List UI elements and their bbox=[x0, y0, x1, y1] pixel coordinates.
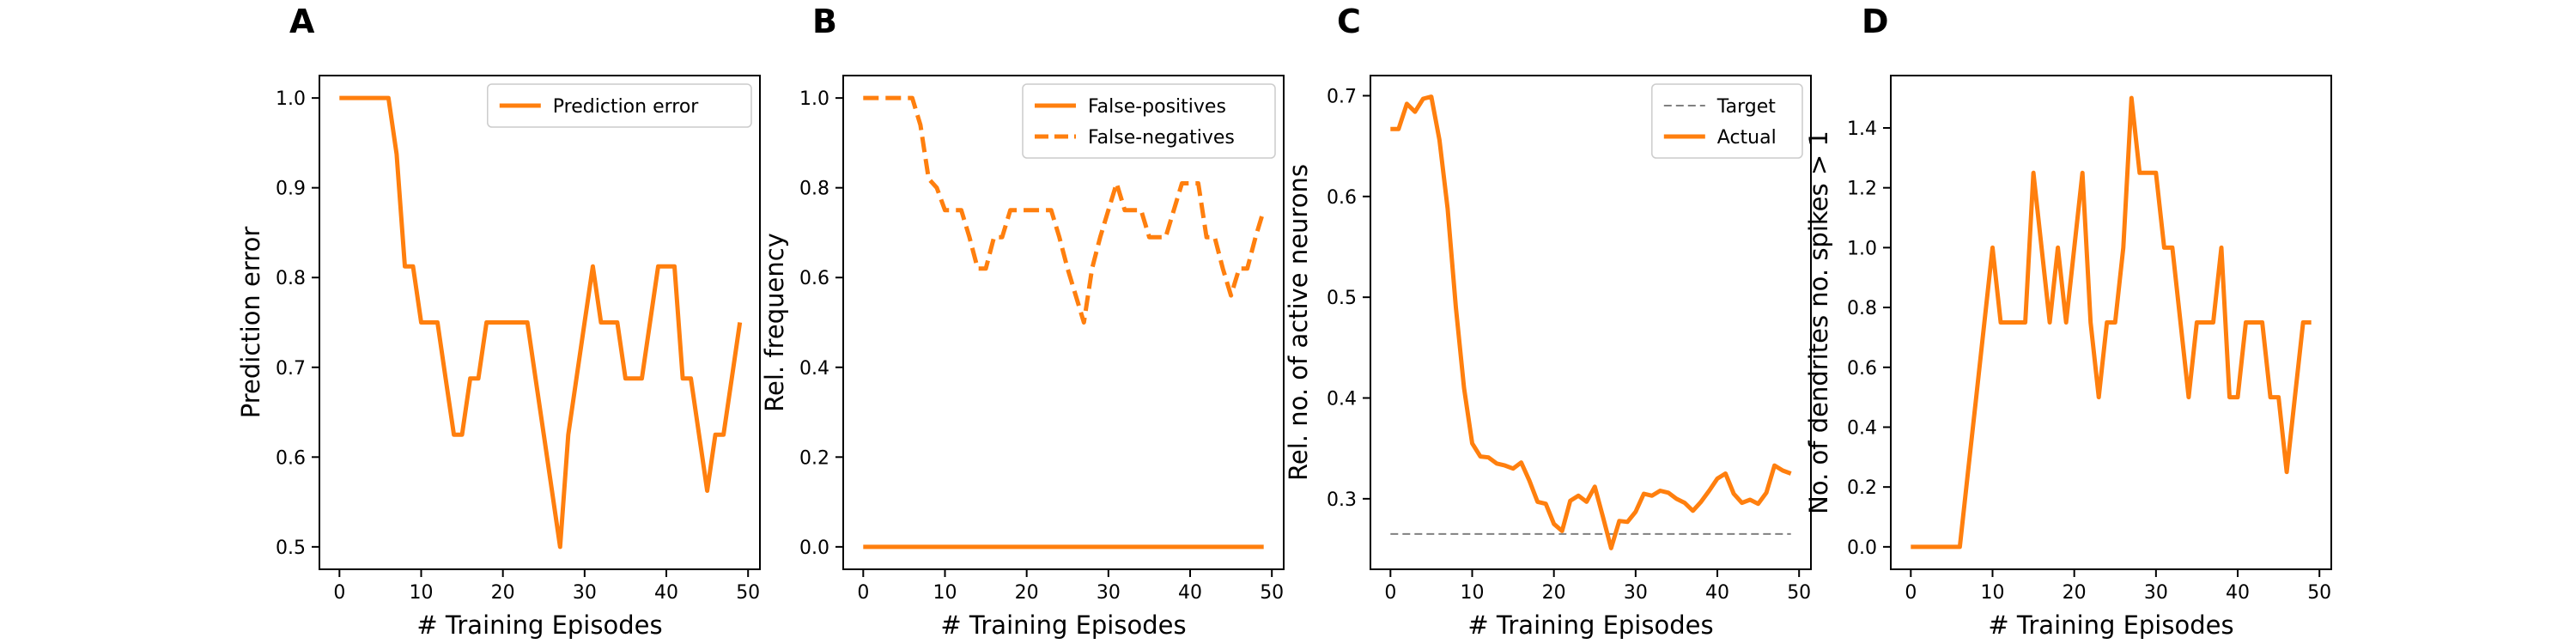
y-tick-label: 1.4 bbox=[1847, 118, 1877, 140]
y-tick-label: 0.2 bbox=[1847, 477, 1877, 499]
legend-box bbox=[1651, 83, 1803, 159]
x-tick-label: 0 bbox=[333, 582, 345, 604]
y-tick-label: 0.8 bbox=[1847, 298, 1877, 319]
series-line-false-negatives bbox=[863, 95, 1267, 325]
x-tick-label: 50 bbox=[736, 582, 760, 604]
panel-b: B 0 10 20 30 40 50 0.0 0.2 0.4 0.6 0.8 1.0 # Training… bbox=[760, 3, 1285, 640]
y-tick-label: 1.2 bbox=[1847, 179, 1877, 200]
series-line-actual bbox=[1390, 94, 1792, 550]
x-tick-label: 20 bbox=[1015, 582, 1039, 604]
x-tick-label: 50 bbox=[2307, 582, 2331, 604]
legend: False-positives False-negatives bbox=[1022, 83, 1276, 159]
x-tick-label: 30 bbox=[1097, 582, 1121, 604]
y-axis-label: No. of dendrites no. spikes > 1 bbox=[1804, 131, 1833, 514]
y-tick-label: 0.7 bbox=[276, 358, 306, 380]
y-axis-label: Rel. frequency bbox=[760, 233, 789, 412]
x-tick-label: 40 bbox=[1705, 582, 1729, 604]
y-tick-label: 0.3 bbox=[1327, 489, 1357, 511]
axes-frame bbox=[1890, 75, 2332, 570]
x-axis-label: # Training Episodes bbox=[416, 611, 662, 640]
y-tick-label: 0.4 bbox=[1847, 417, 1877, 439]
series-line-values bbox=[1911, 95, 2312, 550]
legend: Target Actual bbox=[1651, 83, 1803, 159]
y-tick-label: 1.0 bbox=[276, 88, 306, 110]
x-tick-label: 30 bbox=[1624, 582, 1648, 604]
x-tick-label: 20 bbox=[491, 582, 515, 604]
y-tick-label: 0.0 bbox=[1847, 538, 1877, 559]
x-tick-label: 30 bbox=[573, 582, 597, 604]
x-tick-label: 0 bbox=[1384, 582, 1396, 604]
y-tick-label: 1.0 bbox=[1847, 238, 1877, 259]
y-tick-label: 0.4 bbox=[799, 358, 829, 380]
y-tick-label: 0.6 bbox=[1847, 358, 1877, 380]
x-tick-label: 0 bbox=[857, 582, 869, 604]
y-axis-label: Rel. no. of active neurons bbox=[1284, 164, 1313, 481]
x-tick-label: 30 bbox=[2144, 582, 2168, 604]
x-tick-label: 40 bbox=[654, 582, 678, 604]
y-tick-label: 0.7 bbox=[1327, 86, 1357, 107]
x-axis-label: # Training Episodes bbox=[1988, 611, 2233, 640]
legend-label: Actual bbox=[1717, 127, 1777, 149]
y-tick-label: 0.6 bbox=[276, 447, 306, 469]
y-axis-label: Prediction error bbox=[236, 227, 265, 419]
x-tick-label: 10 bbox=[409, 582, 433, 604]
y-tick-label: 0.6 bbox=[799, 268, 829, 289]
x-tick-label: 40 bbox=[1178, 582, 1202, 604]
axes-frame bbox=[842, 75, 1285, 570]
panel-c: C 0 10 20 30 40 50 0.3 0.4 0.5 0.6 0.7 # Training Ep… bbox=[1284, 3, 1812, 640]
legend-label: Prediction error bbox=[553, 96, 699, 118]
legend-label: Target bbox=[1716, 96, 1776, 118]
panel-letter: B bbox=[812, 3, 837, 40]
y-tick-label: 0.5 bbox=[276, 538, 306, 559]
x-tick-label: 0 bbox=[1905, 582, 1917, 604]
x-tick-label: 10 bbox=[1460, 582, 1484, 604]
panel-d: D 0 10 20 30 40 50 0.0 0.2 0.4 0.6 0.8 1.0 1.2 1.4 # Tr… bbox=[1804, 3, 2332, 640]
x-tick-label: 20 bbox=[1542, 582, 1566, 604]
axes-frame bbox=[319, 75, 761, 570]
y-tick-label: 0.4 bbox=[1327, 389, 1357, 410]
y-tick-label: 0.0 bbox=[799, 538, 829, 559]
legend-box bbox=[487, 83, 752, 128]
axes-frame bbox=[1370, 75, 1812, 570]
x-tick-label: 40 bbox=[2226, 582, 2250, 604]
panel-letter: C bbox=[1337, 3, 1361, 40]
panel-letter: D bbox=[1862, 3, 1889, 40]
x-tick-label: 20 bbox=[2063, 582, 2087, 604]
legend-box bbox=[1022, 83, 1276, 159]
legend-label: False-negatives bbox=[1088, 127, 1235, 149]
panel-letter: A bbox=[289, 3, 315, 40]
legend: Prediction error bbox=[487, 83, 752, 128]
series-line-prediction-error bbox=[339, 95, 743, 550]
y-tick-label: 0.8 bbox=[799, 179, 829, 200]
y-tick-label: 0.6 bbox=[1327, 187, 1357, 209]
panel-a: A 0 10 20 30 40 50 0.5 0.6 0.7 0.8 0.9 1.0 # Training… bbox=[236, 3, 761, 640]
y-tick-label: 1.0 bbox=[799, 88, 829, 110]
x-axis-label: # Training Episodes bbox=[940, 611, 1186, 640]
x-axis-label: # Training Episodes bbox=[1467, 611, 1713, 640]
x-tick-label: 50 bbox=[1260, 582, 1284, 604]
x-tick-label: 50 bbox=[1787, 582, 1811, 604]
y-tick-label: 0.8 bbox=[276, 268, 306, 289]
x-tick-label: 10 bbox=[933, 582, 957, 604]
x-tick-label: 10 bbox=[1980, 582, 2004, 604]
legend-label: False-positives bbox=[1088, 96, 1226, 118]
y-tick-label: 0.9 bbox=[276, 179, 306, 200]
y-tick-label: 0.2 bbox=[799, 447, 829, 469]
y-tick-label: 0.5 bbox=[1327, 288, 1357, 309]
